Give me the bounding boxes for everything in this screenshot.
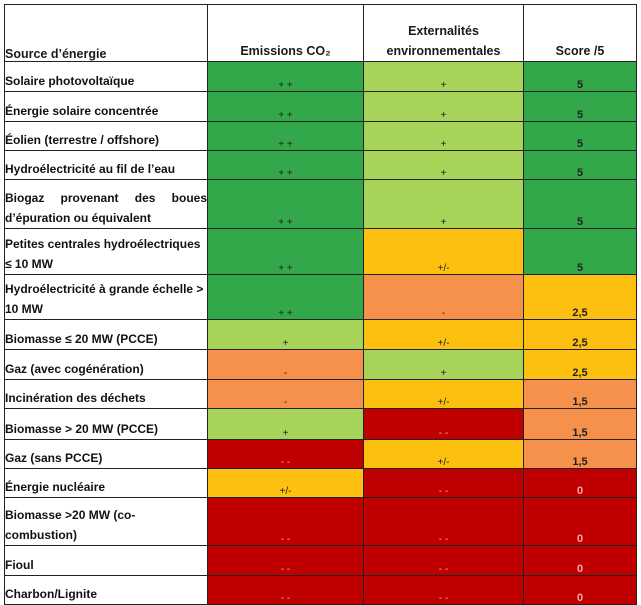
row-source: Gaz (avec cogénération) <box>4 349 208 380</box>
row-source: Gaz (sans PCCE) <box>4 439 208 469</box>
table-row: Éolien (terrestre / offshore) + + + 5 <box>4 121 637 151</box>
row-emissions: - - <box>207 439 364 469</box>
row-emissions: - - <box>207 575 364 605</box>
row-externalites: +/- <box>363 439 524 469</box>
table-row: Incinération des déchets - +/- 1,5 <box>4 379 637 409</box>
row-externalites: + <box>363 121 524 151</box>
row-source: Éolien (terrestre / offshore) <box>4 121 208 151</box>
row-externalites: - <box>363 274 524 320</box>
row-externalites: + <box>363 150 524 180</box>
row-source: Énergie nucléaire <box>4 468 208 498</box>
row-score: 2,5 <box>523 349 637 380</box>
row-source: Petites centrales hydroélectriques ≤ 10 … <box>4 228 208 275</box>
row-source: Énergie solaire concentrée <box>4 91 208 122</box>
header-externalites: Externalités environnementales <box>363 4 524 62</box>
row-score: 2,5 <box>523 274 637 320</box>
table-row: Charbon/Lignite - - - - 0 <box>4 575 637 605</box>
row-externalites: - - <box>363 408 524 440</box>
row-source: Fioul <box>4 545 208 576</box>
header-row: Source d’énergie Emissions CO₂ Externali… <box>4 4 637 62</box>
row-emissions: + + <box>207 91 364 122</box>
row-source: Hydroélectricité à grande échelle > 10 M… <box>4 274 208 320</box>
row-emissions: - - <box>207 545 364 576</box>
row-emissions: + <box>207 408 364 440</box>
header-source: Source d’énergie <box>4 4 208 62</box>
row-externalites: + <box>363 61 524 92</box>
row-emissions: - <box>207 379 364 409</box>
row-externalites: - - <box>363 545 524 576</box>
row-source: Incinération des déchets <box>4 379 208 409</box>
row-score: 2,5 <box>523 319 637 350</box>
table-row: Énergie solaire concentrée + + + 5 <box>4 91 637 122</box>
row-score: 1,5 <box>523 408 637 440</box>
row-emissions: - <box>207 349 364 380</box>
row-emissions: + + <box>207 228 364 275</box>
row-source: Charbon/Lignite <box>4 575 208 605</box>
row-score: 0 <box>523 545 637 576</box>
row-score: 0 <box>523 497 637 546</box>
table-row: Biomasse > 20 MW (PCCE) + - - 1,5 <box>4 408 637 440</box>
row-score: 5 <box>523 91 637 122</box>
row-source: Solaire photovoltaïque <box>4 61 208 92</box>
row-emissions: + + <box>207 150 364 180</box>
energy-score-table: Source d’énergie Emissions CO₂ Externali… <box>4 4 637 605</box>
table-row: Fioul - - - - 0 <box>4 545 637 576</box>
row-externalites: +/- <box>363 228 524 275</box>
table-row: Hydroélectricité à grande échelle > 10 M… <box>4 274 637 320</box>
row-score: 1,5 <box>523 439 637 469</box>
row-emissions: + <box>207 319 364 350</box>
table-row: Biomasse >20 MW (co-combustion) - - - - … <box>4 497 637 546</box>
row-source: Biogaz provenant des boues d’épuration o… <box>4 179 208 229</box>
row-score: 5 <box>523 179 637 229</box>
row-score: 5 <box>523 228 637 275</box>
row-score: 0 <box>523 575 637 605</box>
row-externalites: + <box>363 91 524 122</box>
row-emissions: +/- <box>207 468 364 498</box>
row-source: Biomasse > 20 MW (PCCE) <box>4 408 208 440</box>
row-externalites: +/- <box>363 379 524 409</box>
row-source: Biomasse ≤ 20 MW (PCCE) <box>4 319 208 350</box>
table-row: Petites centrales hydroélectriques ≤ 10 … <box>4 228 637 275</box>
row-emissions: + + <box>207 179 364 229</box>
row-score: 5 <box>523 61 637 92</box>
table-row: Énergie nucléaire +/- - - 0 <box>4 468 637 498</box>
row-score: 1,5 <box>523 379 637 409</box>
row-emissions: + + <box>207 274 364 320</box>
table-row: Solaire photovoltaïque + + + 5 <box>4 61 637 92</box>
table-row: Gaz (avec cogénération) - + 2,5 <box>4 349 637 380</box>
row-score: 0 <box>523 468 637 498</box>
row-externalites: + <box>363 179 524 229</box>
table-row: Biomasse ≤ 20 MW (PCCE) + +/- 2,5 <box>4 319 637 350</box>
row-externalites: + <box>363 349 524 380</box>
table-row: Hydroélectricité au fil de l’eau + + + 5 <box>4 150 637 180</box>
table-row: Biogaz provenant des boues d’épuration o… <box>4 179 637 229</box>
row-externalites: - - <box>363 497 524 546</box>
row-externalites: +/- <box>363 319 524 350</box>
header-emissions: Emissions CO₂ <box>207 4 364 62</box>
row-externalites: - - <box>363 468 524 498</box>
row-emissions: - - <box>207 497 364 546</box>
row-score: 5 <box>523 121 637 151</box>
row-source: Biomasse >20 MW (co-combustion) <box>4 497 208 546</box>
header-score: Score /5 <box>523 4 637 62</box>
row-emissions: + + <box>207 61 364 92</box>
row-score: 5 <box>523 150 637 180</box>
row-emissions: + + <box>207 121 364 151</box>
table-row: Gaz (sans PCCE) - - +/- 1,5 <box>4 439 637 469</box>
row-source: Hydroélectricité au fil de l’eau <box>4 150 208 180</box>
row-externalites: - - <box>363 575 524 605</box>
